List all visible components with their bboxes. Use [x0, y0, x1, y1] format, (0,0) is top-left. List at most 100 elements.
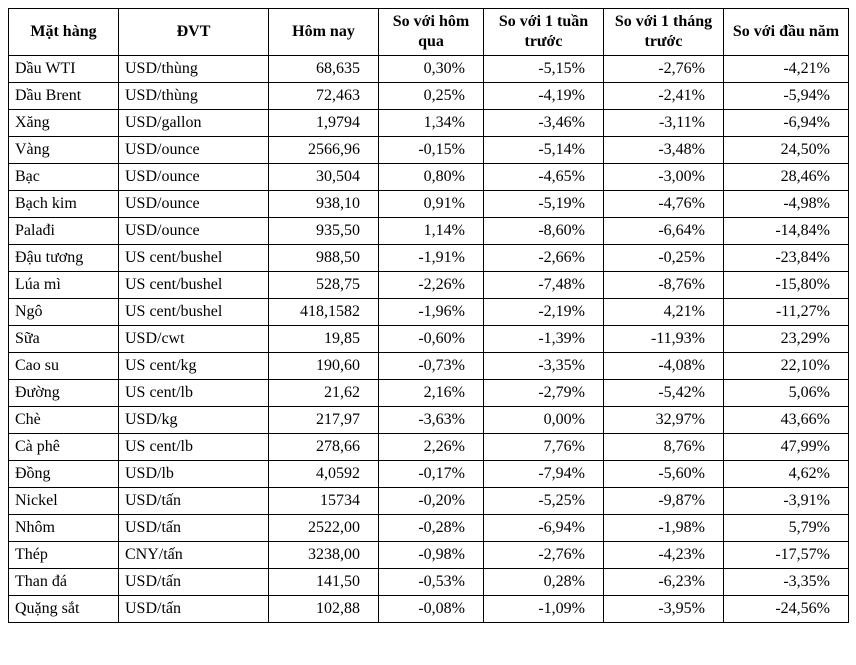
cell-commodity: Vàng — [9, 137, 119, 164]
col-header-vs-yesterday: So với hôm qua — [379, 9, 484, 56]
table-row: Quặng sắtUSD/tấn102,88-0,08%-1,09%-3,95%… — [9, 596, 849, 623]
cell-unit: US cent/bushel — [119, 299, 269, 326]
cell-unit: USD/ounce — [119, 218, 269, 245]
cell-pct: 1,14% — [379, 218, 484, 245]
cell-today: 217,97 — [269, 407, 379, 434]
table-header: Mặt hàng ĐVT Hôm nay So với hôm qua So v… — [9, 9, 849, 56]
cell-pct: -3,48% — [604, 137, 724, 164]
cell-pct: -3,35% — [484, 353, 604, 380]
cell-pct: 0,91% — [379, 191, 484, 218]
cell-commodity: Sữa — [9, 326, 119, 353]
cell-pct: 2,16% — [379, 380, 484, 407]
cell-pct: 0,30% — [379, 56, 484, 83]
cell-pct: -15,80% — [724, 272, 849, 299]
table-row: Than đáUSD/tấn141,50-0,53%0,28%-6,23%-3,… — [9, 569, 849, 596]
cell-today: 190,60 — [269, 353, 379, 380]
table-row: VàngUSD/ounce2566,96-0,15%-5,14%-3,48%24… — [9, 137, 849, 164]
table-row: PalađiUSD/ounce935,501,14%-8,60%-6,64%-1… — [9, 218, 849, 245]
cell-commodity: Quặng sắt — [9, 596, 119, 623]
cell-pct: 0,28% — [484, 569, 604, 596]
cell-pct: -2,79% — [484, 380, 604, 407]
cell-today: 3238,00 — [269, 542, 379, 569]
col-header-vs-week: So với 1 tuần trước — [484, 9, 604, 56]
cell-unit: US cent/bushel — [119, 245, 269, 272]
cell-pct: 43,66% — [724, 407, 849, 434]
cell-pct: 28,46% — [724, 164, 849, 191]
cell-pct: -2,41% — [604, 83, 724, 110]
cell-pct: 2,26% — [379, 434, 484, 461]
cell-pct: -1,96% — [379, 299, 484, 326]
cell-today: 102,88 — [269, 596, 379, 623]
cell-today: 15734 — [269, 488, 379, 515]
cell-pct: -3,11% — [604, 110, 724, 137]
table-header-row: Mặt hàng ĐVT Hôm nay So với hôm qua So v… — [9, 9, 849, 56]
table-row: BạcUSD/ounce30,5040,80%-4,65%-3,00%28,46… — [9, 164, 849, 191]
cell-unit: US cent/bushel — [119, 272, 269, 299]
cell-today: 141,50 — [269, 569, 379, 596]
cell-unit: US cent/lb — [119, 380, 269, 407]
cell-commodity: Cao su — [9, 353, 119, 380]
cell-pct: -2,19% — [484, 299, 604, 326]
cell-today: 938,10 — [269, 191, 379, 218]
cell-unit: USD/ounce — [119, 191, 269, 218]
cell-commodity: Dầu WTI — [9, 56, 119, 83]
cell-commodity: Nhôm — [9, 515, 119, 542]
table-row: Cà phêUS cent/lb278,662,26%7,76%8,76%47,… — [9, 434, 849, 461]
table-row: ĐườngUS cent/lb21,622,16%-2,79%-5,42%5,0… — [9, 380, 849, 407]
cell-commodity: Bạc — [9, 164, 119, 191]
table-row: Dầu WTIUSD/thùng68,6350,30%-5,15%-2,76%-… — [9, 56, 849, 83]
cell-pct: -4,65% — [484, 164, 604, 191]
cell-pct: -3,46% — [484, 110, 604, 137]
cell-today: 21,62 — [269, 380, 379, 407]
cell-pct: 0,80% — [379, 164, 484, 191]
cell-pct: -5,42% — [604, 380, 724, 407]
cell-today: 528,75 — [269, 272, 379, 299]
cell-pct: -5,60% — [604, 461, 724, 488]
cell-pct: 22,10% — [724, 353, 849, 380]
cell-pct: -7,48% — [484, 272, 604, 299]
table-row: Đậu tươngUS cent/bushel988,50-1,91%-2,66… — [9, 245, 849, 272]
cell-today: 68,635 — [269, 56, 379, 83]
table-row: XăngUSD/gallon1,97941,34%-3,46%-3,11%-6,… — [9, 110, 849, 137]
cell-today: 935,50 — [269, 218, 379, 245]
cell-unit: USD/ounce — [119, 164, 269, 191]
cell-pct: -4,19% — [484, 83, 604, 110]
cell-pct: -11,93% — [604, 326, 724, 353]
cell-commodity: Dầu Brent — [9, 83, 119, 110]
col-header-commodity: Mặt hàng — [9, 9, 119, 56]
table-row: NhômUSD/tấn2522,00-0,28%-6,94%-1,98%5,79… — [9, 515, 849, 542]
cell-pct: -0,08% — [379, 596, 484, 623]
cell-pct: -5,94% — [724, 83, 849, 110]
cell-pct: 23,29% — [724, 326, 849, 353]
cell-commodity: Lúa mì — [9, 272, 119, 299]
cell-pct: 1,34% — [379, 110, 484, 137]
cell-pct: -5,15% — [484, 56, 604, 83]
cell-pct: -0,60% — [379, 326, 484, 353]
cell-commodity: Than đá — [9, 569, 119, 596]
cell-commodity: Thép — [9, 542, 119, 569]
table-row: ThépCNY/tấn3238,00-0,98%-2,76%-4,23%-17,… — [9, 542, 849, 569]
cell-unit: CNY/tấn — [119, 542, 269, 569]
cell-unit: USD/thùng — [119, 56, 269, 83]
cell-unit: USD/tấn — [119, 569, 269, 596]
cell-pct: 4,21% — [604, 299, 724, 326]
cell-pct: 47,99% — [724, 434, 849, 461]
cell-pct: -0,17% — [379, 461, 484, 488]
cell-today: 2522,00 — [269, 515, 379, 542]
cell-pct: -2,76% — [484, 542, 604, 569]
cell-unit: US cent/kg — [119, 353, 269, 380]
table-row: Dầu BrentUSD/thùng72,4630,25%-4,19%-2,41… — [9, 83, 849, 110]
cell-pct: 0,25% — [379, 83, 484, 110]
table-row: ĐồngUSD/lb4,0592-0,17%-7,94%-5,60%4,62% — [9, 461, 849, 488]
cell-pct: -4,21% — [724, 56, 849, 83]
cell-pct: -0,53% — [379, 569, 484, 596]
cell-unit: USD/thùng — [119, 83, 269, 110]
cell-pct: -6,64% — [604, 218, 724, 245]
table-body: Dầu WTIUSD/thùng68,6350,30%-5,15%-2,76%-… — [9, 56, 849, 623]
cell-pct: -6,94% — [484, 515, 604, 542]
cell-today: 30,504 — [269, 164, 379, 191]
table-row: NickelUSD/tấn15734-0,20%-5,25%-9,87%-3,9… — [9, 488, 849, 515]
cell-unit: USD/tấn — [119, 596, 269, 623]
cell-pct: -3,63% — [379, 407, 484, 434]
cell-pct: -6,94% — [724, 110, 849, 137]
